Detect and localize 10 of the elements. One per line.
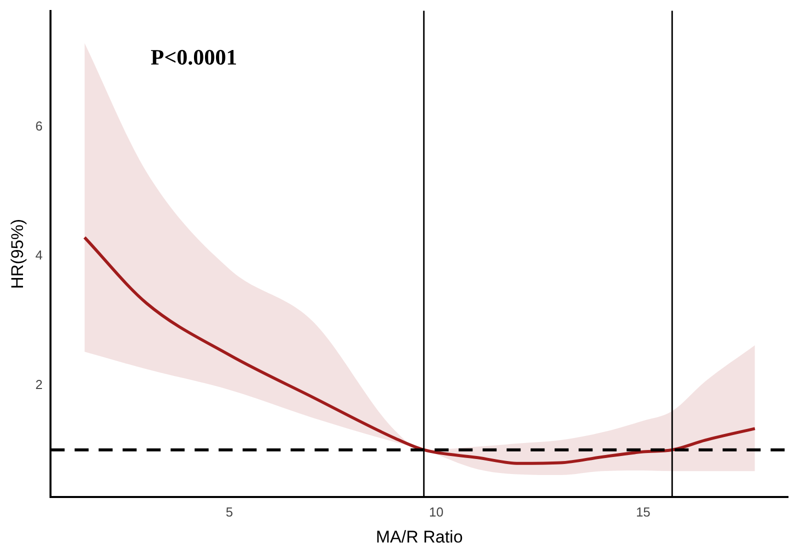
x-tick-label: 5 (226, 504, 234, 520)
y-tick-label: 2 (35, 376, 43, 392)
y-tick-label: 6 (35, 118, 43, 134)
x-axis-title: MA/R Ratio (376, 527, 463, 546)
y-tick-label: 4 (35, 248, 43, 263)
x-tick-label: 10 (429, 504, 444, 520)
y-axis-title: HR(95%) (8, 218, 27, 289)
line-series (83, 236, 756, 465)
annotation: P<0.0001 (150, 44, 238, 70)
x-tick-label: 15 (636, 504, 650, 520)
